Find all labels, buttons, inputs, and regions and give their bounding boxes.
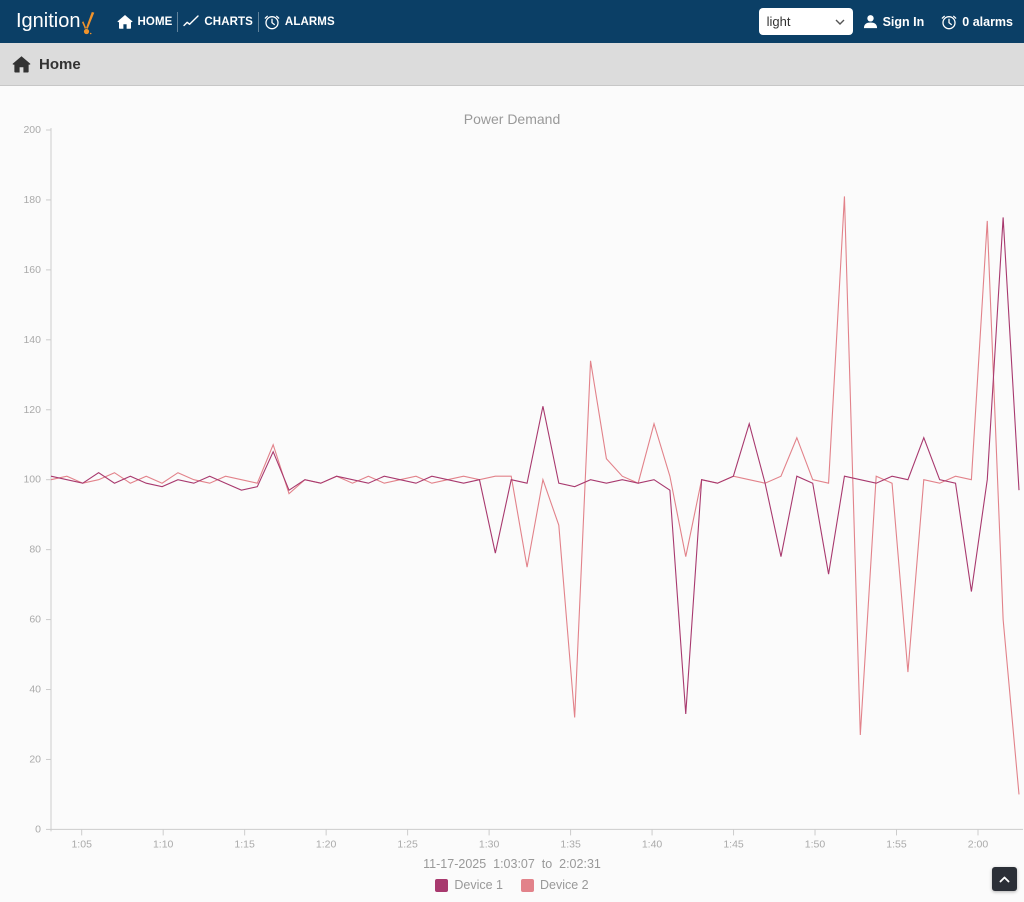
svg-text:140: 140 [23, 334, 41, 346]
svg-text:180: 180 [23, 194, 41, 206]
svg-text:1:40: 1:40 [642, 838, 663, 850]
svg-text:1:20: 1:20 [316, 838, 337, 850]
svg-text:1:05: 1:05 [71, 838, 92, 850]
svg-text:2:00: 2:00 [968, 838, 989, 850]
svg-text:1:15: 1:15 [234, 838, 255, 850]
svg-text:160: 160 [23, 264, 41, 276]
svg-text:40: 40 [29, 684, 41, 696]
svg-text:200: 200 [23, 124, 41, 136]
svg-text:1:55: 1:55 [886, 838, 907, 850]
svg-text:1:25: 1:25 [397, 838, 418, 850]
svg-text:1:50: 1:50 [805, 838, 826, 850]
svg-text:1:35: 1:35 [560, 838, 581, 850]
svg-text:120: 120 [23, 404, 41, 416]
svg-text:1:45: 1:45 [723, 838, 744, 850]
svg-text:100: 100 [23, 474, 41, 486]
svg-text:60: 60 [29, 614, 41, 626]
svg-text:20: 20 [29, 753, 41, 765]
svg-text:1:30: 1:30 [479, 838, 500, 850]
svg-text:80: 80 [29, 544, 41, 556]
svg-text:0: 0 [35, 823, 41, 835]
svg-text:1:10: 1:10 [153, 838, 174, 850]
